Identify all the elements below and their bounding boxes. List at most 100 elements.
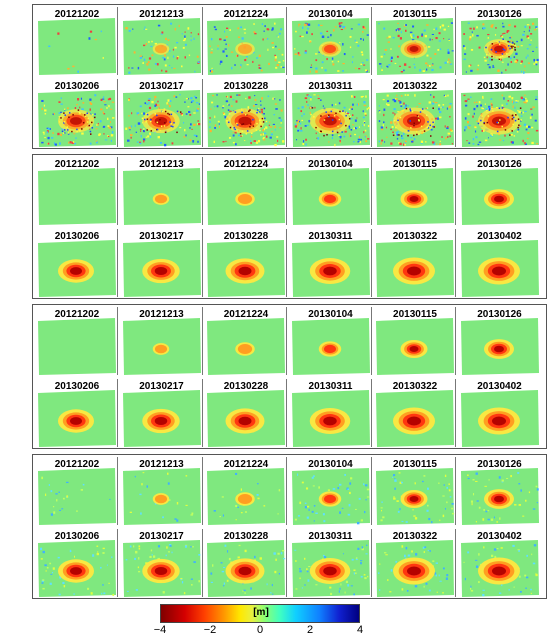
map-date-label: 20130104 <box>308 309 353 320</box>
displacement-map: 20130228 <box>205 529 287 597</box>
displacement-map: 20130217 <box>120 379 203 447</box>
map-image <box>122 168 201 225</box>
map-image <box>207 318 285 375</box>
map-date-label: 20121202 <box>54 459 100 470</box>
deformation-blob <box>323 44 336 54</box>
displacement-map: 20130311 <box>289 379 372 447</box>
map-image <box>122 390 201 447</box>
map-date-label: 20130104 <box>308 459 353 470</box>
colorbar-tick: −4 <box>153 624 167 636</box>
map-image <box>38 540 116 597</box>
map-image <box>460 318 539 375</box>
deformation-blob <box>409 46 419 52</box>
deformation-blob <box>491 416 506 426</box>
colorbar-unit: [m] <box>253 607 269 618</box>
deformation-blob <box>237 44 253 54</box>
colorbar-tick: 0 <box>256 624 264 636</box>
map-date-label: 20130126 <box>477 159 522 170</box>
map-date-label: 20130126 <box>477 459 522 470</box>
map-date-label: 20121202 <box>54 9 100 20</box>
displacement-map: 20130217 <box>120 79 203 147</box>
map-image <box>122 540 201 597</box>
displacement-map: 20121202 <box>36 157 118 225</box>
displacement-map: 20121224 <box>205 157 287 225</box>
displacement-map: 20121213 <box>120 7 203 75</box>
map-image <box>207 390 285 447</box>
deformation-blob <box>491 566 506 576</box>
map-image <box>460 390 539 447</box>
deformation-blob <box>407 116 421 126</box>
map-image <box>291 318 370 375</box>
map-date-label: 20130311 <box>308 81 353 92</box>
map-image <box>291 390 370 447</box>
map-date-label: 20130206 <box>54 231 100 242</box>
map-image <box>291 168 370 225</box>
map-image <box>376 468 455 525</box>
map-date-label: 20130217 <box>139 81 184 92</box>
displacement-map: 20121224 <box>205 7 287 75</box>
displacement-map: 20130402 <box>458 529 541 597</box>
map-row: 20130206 20130217 20130228 20130311 20130322… <box>36 379 544 447</box>
map-date-label: 20121213 <box>139 9 184 20</box>
map-image <box>460 540 539 597</box>
displacement-map: 20130115 <box>374 7 456 75</box>
map-date-label: 20130228 <box>223 531 269 542</box>
map-image <box>291 540 370 597</box>
map-image <box>376 168 454 225</box>
deformation-blob <box>154 266 167 276</box>
displacement-map: 20130206 <box>36 229 118 297</box>
map-date-label: 20121213 <box>139 159 184 170</box>
map-image <box>460 168 539 225</box>
map-date-label: 20130126 <box>477 309 522 320</box>
map-date-label: 20130322 <box>392 231 438 242</box>
displacement-map: 20130104 <box>289 307 372 375</box>
map-image <box>38 90 116 147</box>
deformation-blob <box>322 266 337 276</box>
displacement-map: 20121224 <box>205 457 287 525</box>
map-date-label: 20121202 <box>54 309 100 320</box>
map-date-label: 20130115 <box>393 159 437 170</box>
map-image <box>38 168 116 225</box>
map-row: 20121202 20121213 20121224 20130104 20130115… <box>36 157 544 225</box>
displacement-map: 20130311 <box>289 79 372 147</box>
map-row: 20130206 20130217 20130228 20130311 20130322… <box>36 229 544 297</box>
displacement-map: 20130126 <box>458 157 541 225</box>
map-date-label: 20130402 <box>477 381 522 392</box>
deformation-blob <box>70 417 82 425</box>
map-image <box>38 468 116 525</box>
deformation-blob <box>409 196 419 202</box>
deformation-blob <box>409 496 419 502</box>
map-date-label: 20130402 <box>477 531 522 542</box>
map-date-label: 20121224 <box>223 9 269 20</box>
map-date-label: 20130115 <box>393 9 437 20</box>
map-date-label: 20130115 <box>393 309 437 320</box>
map-date-label: 20130217 <box>139 531 184 542</box>
deformation-blob <box>407 566 421 576</box>
displacement-map: 20130311 <box>289 529 372 597</box>
colorbar-gradient: [m] <box>160 604 360 623</box>
map-date-label: 20130311 <box>308 231 353 242</box>
map-date-label: 20121224 <box>223 459 269 470</box>
map-image <box>376 18 454 75</box>
map-date-label: 20121224 <box>223 309 269 320</box>
map-image <box>207 18 285 75</box>
deformation-blob <box>154 344 167 354</box>
map-date-label: 20121224 <box>223 159 269 170</box>
deformation-blob <box>407 416 421 426</box>
map-image <box>291 18 370 75</box>
displacement-map: 20130126 <box>458 457 541 525</box>
map-image <box>376 240 454 297</box>
map-date-label: 20130402 <box>477 231 522 242</box>
deformation-blob <box>237 344 253 354</box>
map-image <box>122 468 201 525</box>
map-date-label: 20130228 <box>223 231 269 242</box>
map-row: 20130206 20130217 20130228 20130311 20130322… <box>36 79 544 147</box>
map-date-label: 20130115 <box>393 459 437 470</box>
map-image <box>38 18 116 75</box>
displacement-map: 20130217 <box>120 529 203 597</box>
deformation-blob <box>493 345 504 353</box>
deformation-blob <box>493 495 504 503</box>
displacement-map: 20130104 <box>289 7 372 75</box>
map-date-label: 20130217 <box>139 381 184 392</box>
panel-2: 20121202 20121213 20121224 20130104 20130115… <box>32 304 547 449</box>
